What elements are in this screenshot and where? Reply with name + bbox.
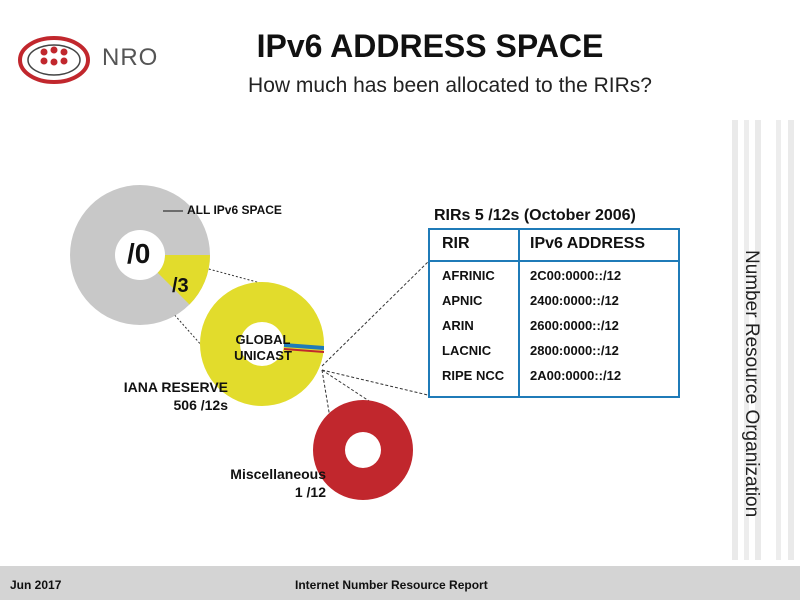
- rir-column-header: RIR: [442, 235, 470, 252]
- rir-table-header: RIR IPv6 ADDRESS: [430, 230, 678, 262]
- connector-rir-top: [321, 257, 433, 367]
- rir-name: RIPE NCC: [442, 368, 505, 383]
- logo-text: NRO: [102, 44, 159, 71]
- misc-donut: [313, 400, 413, 500]
- slash0-label: /0: [127, 238, 151, 269]
- global-unicast-label: GLOBAL UNICAST: [228, 332, 298, 364]
- address-column-header: IPv6 ADDRESS: [530, 235, 645, 252]
- page-subtitle: How much has been allocated to the RIRs?: [248, 74, 652, 97]
- rir-table-caption: RIRs 5 /12s (October 2006): [434, 207, 636, 224]
- global-unicast-line2: UNICAST: [234, 348, 292, 363]
- iana-reserve-label: IANA RESERVE 506 /12s: [118, 378, 228, 414]
- sidebar-org-name: Number Resource Organization: [741, 250, 762, 518]
- footer-bar: [0, 566, 800, 600]
- table-row: ARIN 2600:0000::/12: [430, 318, 678, 340]
- global-unicast-donut: [200, 282, 324, 406]
- connector-slash3-bottom: [171, 311, 211, 356]
- sidebar-watermark: [728, 120, 800, 560]
- slash3-label: /3: [172, 275, 189, 297]
- rir-name: APNIC: [442, 293, 483, 308]
- nro-logo: NRO: [14, 30, 164, 90]
- rir-name: AFRINIC: [442, 268, 495, 283]
- connector-misc-left: [321, 369, 331, 419]
- rir-slice: [284, 343, 324, 350]
- slash3-slice: [157, 255, 211, 305]
- rir-address: 2A00:0000::/12: [530, 368, 622, 383]
- footer-report-name: Internet Number Resource Report: [295, 578, 488, 592]
- connector-rir-bottom: [321, 369, 433, 397]
- misc-label: Miscellaneous 1 /12: [196, 465, 326, 501]
- footer-date: Jun 2017: [10, 578, 62, 592]
- rir-name: LACNIC: [442, 343, 492, 358]
- table-row: LACNIC 2800:0000::/12: [430, 343, 678, 365]
- iana-reserve-line1: IANA RESERVE: [123, 379, 228, 395]
- rir-address: 2C00:0000::/12: [530, 268, 622, 283]
- table-row: APNIC 2400:0000::/12: [430, 293, 678, 315]
- all-space-label: ALL IPv6 SPACE: [187, 203, 282, 217]
- rir-address: 2600:0000::/12: [530, 318, 619, 333]
- global-unicast-line1: GLOBAL: [235, 332, 291, 347]
- misc-line2: 1 /12: [294, 484, 326, 500]
- page-title: IPv6 ADDRESS SPACE: [256, 28, 604, 64]
- iana-reserve-line2: 506 /12s: [173, 397, 229, 413]
- rir-table: RIR IPv6 ADDRESS AFRINIC 2C00:0000::/12 …: [428, 228, 680, 398]
- watermark-pattern: [732, 120, 794, 560]
- table-row: RIPE NCC 2A00:0000::/12: [430, 368, 678, 390]
- table-row: AFRINIC 2C00:0000::/12: [430, 268, 678, 290]
- rir-address: 2400:0000::/12: [530, 293, 619, 308]
- misc-line1: Miscellaneous: [230, 466, 326, 482]
- nro-logo-icon: [18, 36, 90, 84]
- rir-name: ARIN: [442, 318, 474, 333]
- column-divider: [518, 230, 520, 396]
- connector-slash3-top: [204, 267, 269, 286]
- misc-slice: [284, 348, 324, 353]
- rir-address: 2800:0000::/12: [530, 343, 619, 358]
